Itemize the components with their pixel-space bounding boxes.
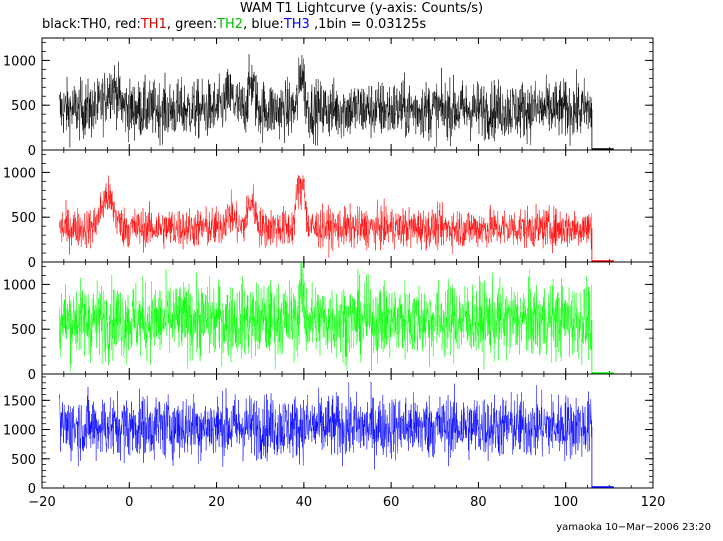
subtitle-part-5: TH2 bbox=[217, 17, 244, 32]
subtitle-part-4: , green: bbox=[166, 17, 218, 32]
y-tick-label: 1000 bbox=[3, 54, 36, 69]
series-line-th3 bbox=[59, 381, 593, 470]
subtitle-part-7: TH3 bbox=[283, 17, 310, 32]
subtitle-part-3: TH1 bbox=[140, 17, 167, 32]
y-tick-label: 0 bbox=[28, 256, 36, 271]
chart-subtitle: black:TH0, red:TH1, green:TH2, blue:TH3 … bbox=[42, 17, 426, 32]
y-tick-label: 500 bbox=[11, 453, 36, 468]
y-tick-label: 1000 bbox=[3, 166, 36, 181]
panel-frame-th1 bbox=[41, 149, 654, 263]
y-tick-label: 1500 bbox=[3, 394, 36, 409]
y-tick-label: 1000 bbox=[3, 424, 36, 439]
subtitle-part-6: , blue: bbox=[243, 17, 284, 32]
x-tick-label: −20 bbox=[28, 495, 55, 510]
y-tick-label: 500 bbox=[11, 211, 36, 226]
panel-frame-th0 bbox=[41, 37, 654, 151]
y-tick-label: 0 bbox=[28, 144, 36, 159]
x-tick-label: 60 bbox=[383, 495, 400, 510]
y-tick-label: 500 bbox=[11, 99, 36, 114]
subtitle-part-1: TH0 bbox=[80, 17, 107, 32]
y-tick-label: 1000 bbox=[3, 278, 36, 293]
x-tick-label: 0 bbox=[125, 495, 133, 510]
x-tick-label: 40 bbox=[296, 495, 313, 510]
subtitle-part-0: black: bbox=[42, 17, 81, 32]
subtitle-part-2: , red: bbox=[106, 17, 141, 32]
x-tick-label: 120 bbox=[641, 495, 666, 510]
y-tick-label: 0 bbox=[28, 368, 36, 383]
x-tick-label: 80 bbox=[470, 495, 487, 510]
series-line-th0 bbox=[59, 53, 593, 148]
x-tick-label: 100 bbox=[553, 495, 578, 510]
series-line-th1 bbox=[59, 174, 593, 258]
chart-title: WAM T1 Lightcurve (y-axis: Counts/s) bbox=[239, 1, 484, 16]
series-line-th2 bbox=[59, 261, 593, 373]
y-tick-label: 0 bbox=[28, 482, 36, 497]
subtitle-part-8: ,1bin = 0.03125s bbox=[309, 17, 427, 32]
footer-credit: yamaoka 10−Mar−2006 23:20 bbox=[556, 522, 711, 533]
x-tick-label: 20 bbox=[208, 495, 225, 510]
y-tick-label: 500 bbox=[11, 323, 36, 338]
